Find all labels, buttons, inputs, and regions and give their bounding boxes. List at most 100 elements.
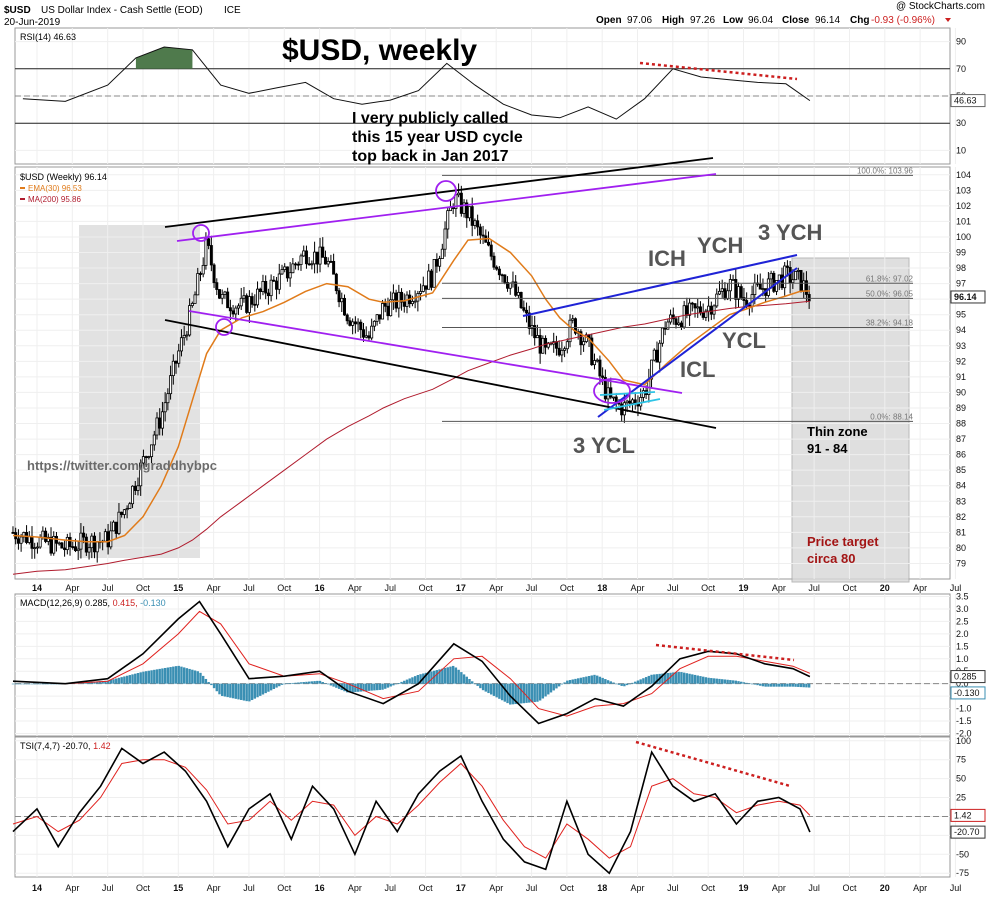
macd-histogram-bar [688, 673, 691, 684]
macd-histogram-bar [509, 683, 512, 705]
macd-histogram-bar [120, 677, 123, 684]
price-candle-body [720, 288, 724, 292]
ohlc-low-label: Low [723, 15, 743, 26]
macd-histogram-bar [112, 679, 115, 684]
macd-histogram-bar [549, 683, 553, 693]
price-candle-body [612, 396, 616, 399]
macd-histogram-bar [625, 683, 629, 686]
macd-histogram-bar [96, 681, 99, 684]
macd-tick-label: -1.0 [956, 704, 972, 714]
price-candle-body [334, 273, 338, 292]
price-candle-body [492, 255, 496, 268]
price-candle-body [761, 288, 765, 291]
price-candle-body [435, 258, 439, 267]
price-candle-body [427, 270, 431, 290]
macd-histogram-bar [278, 683, 281, 687]
macd-histogram-bar [36, 683, 39, 685]
price-candle-body [516, 291, 520, 296]
x-tick-label: Apr [631, 883, 645, 893]
macd-histogram-bar [419, 674, 422, 684]
macd-histogram-bar [318, 680, 322, 684]
macd-histogram-bar [794, 683, 797, 687]
macd-histogram-bar [786, 683, 789, 687]
macd-histogram-bar [264, 683, 267, 694]
price-candle-body [231, 310, 235, 315]
macd-histogram-bar [185, 668, 189, 684]
macd-panel [14, 593, 951, 737]
macd-histogram-bar [405, 679, 409, 684]
macd-histogram-bar [742, 682, 746, 684]
price-candle-body [650, 359, 654, 380]
x-tick-label: 20 [880, 883, 890, 893]
price-candle-body [660, 327, 664, 344]
price-candle-body [359, 321, 363, 331]
price-candle-body [742, 297, 746, 301]
price-candle-body [674, 318, 678, 325]
fib-level-label: 61.8%: 97.02 [866, 274, 914, 283]
price-candle-body [506, 282, 510, 289]
macd-histogram-bar [261, 683, 265, 695]
price-candle-body [302, 250, 306, 257]
x-tick-label: 17 [456, 883, 466, 893]
macd-histogram-bar [740, 681, 743, 684]
x-tick-label: 19 [738, 883, 748, 893]
price-tick-label: 100 [956, 232, 971, 242]
price-candle-body [443, 228, 447, 250]
price-candle-body [709, 305, 713, 315]
macd-histogram-bar [579, 677, 583, 684]
price-candle-body [239, 297, 243, 307]
macd-histogram-bar [696, 675, 699, 684]
price-candle-body [215, 282, 219, 290]
macd-histogram-bar [142, 671, 145, 684]
price-candle-body [351, 321, 355, 326]
price-candle-body [63, 547, 67, 551]
macd-histogram-bar [441, 668, 444, 684]
macd-histogram-bar [769, 683, 773, 687]
price-candle-body [696, 306, 700, 309]
price-candle-body [171, 360, 175, 377]
macd-histogram-bar [729, 680, 732, 684]
price-candle-body [728, 279, 732, 292]
price-candle-body [459, 192, 463, 214]
price-tick-label: 98 [956, 263, 966, 273]
price-candle-body [595, 359, 599, 362]
price-candle-body [283, 266, 287, 270]
macd-histogram-bar [283, 683, 286, 685]
price-tick-label: 83 [956, 496, 966, 506]
price-candle-body [688, 302, 692, 316]
macd-histogram-bar [11, 683, 15, 685]
macd-histogram-bar [326, 683, 330, 685]
price-candle-body [565, 341, 569, 350]
price-candle-body [622, 402, 626, 416]
macd-histogram-bar [734, 680, 737, 684]
watermark: @ StockCharts.com [896, 1, 985, 12]
x-tick-label: 15 [173, 583, 183, 593]
low-circle-2015 [215, 318, 233, 336]
price-candle-body [758, 283, 762, 290]
price-panel [14, 166, 951, 580]
macd-histogram-bar [346, 683, 349, 693]
ma200-line [12, 300, 810, 575]
price-candle-body [522, 307, 526, 311]
price-candle-body [753, 282, 757, 295]
macd-histogram-bar [90, 681, 93, 684]
macd-histogram-bar [139, 672, 142, 684]
macd-histogram-bar [226, 683, 229, 698]
x-tick-label: Apr [207, 583, 221, 593]
price-candle-body [655, 349, 659, 363]
price-candle-body [606, 387, 610, 400]
macd-histogram-bar [457, 669, 460, 684]
macd-histogram-bar [354, 683, 357, 693]
price-tick-label: 103 [956, 185, 971, 195]
macd-histogram-bar [669, 672, 672, 684]
price-candle-body [598, 359, 602, 377]
macd-histogram-bar [161, 668, 164, 684]
price-candle-body [106, 531, 110, 548]
price-candle-body [737, 286, 741, 300]
macd-histogram-bar [389, 683, 392, 687]
x-tick-label: Jul [526, 583, 538, 593]
x-tick-label: Jul [526, 883, 538, 893]
macd-histogram-bar [386, 683, 390, 688]
price-candle-body [250, 296, 254, 305]
